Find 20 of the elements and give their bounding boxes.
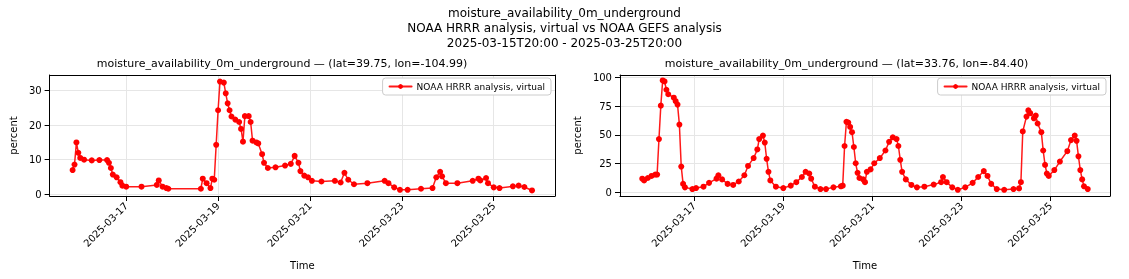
y-axis-title: percent xyxy=(571,116,583,155)
y-tick-label: 50 xyxy=(599,129,612,141)
y-tick-label: 30 xyxy=(28,85,42,97)
y-tick-label: 0 xyxy=(605,187,612,199)
y-tick-label: 0 xyxy=(35,188,42,200)
y-tick-label: 100 xyxy=(592,71,612,83)
text: 2025-03-15T20:00 - 2025-03-25T20:00 xyxy=(445,36,684,51)
legend-label: NOAA HRRR analysis, virtual xyxy=(971,81,1101,92)
text: NOAA HRRR analysis, virtual vs NOAA GEFS analysis xyxy=(406,21,723,36)
text: moisture_availability_0m_underground xyxy=(447,6,682,21)
chart-title: moisture_availability_0m_underground — (lat=39.75, lon=-104.99) xyxy=(96,57,468,70)
y-tick-label: 75 xyxy=(599,100,612,112)
x-axis-title: Time xyxy=(851,259,878,271)
y-axis-title: percent xyxy=(7,116,19,155)
x-axis-title: Time xyxy=(289,259,315,271)
y-tick-label: 25 xyxy=(599,158,612,170)
y-tick-label: 10 xyxy=(28,154,42,166)
y-tick-label: 20 xyxy=(28,119,42,131)
legend-label: NOAA HRRR analysis, virtual xyxy=(416,81,546,92)
chart-title: moisture_availability_0m_underground — (lat=33.76, lon=-84.40) xyxy=(664,57,1029,70)
